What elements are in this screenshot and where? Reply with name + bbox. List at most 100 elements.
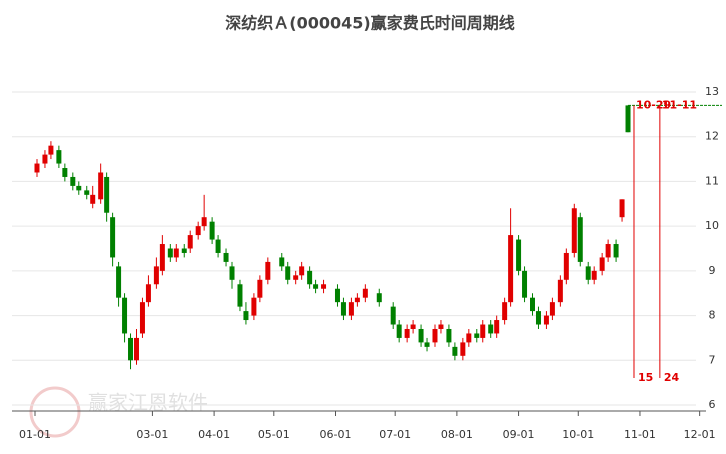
x-tick-label: 10-01 (562, 428, 594, 441)
x-tick-label: 06-01 (320, 428, 352, 441)
x-tick-label: 09-01 (503, 428, 535, 441)
y-tick-label: 8 (709, 309, 716, 322)
candle-body (502, 302, 508, 321)
candle-body (410, 324, 416, 329)
candle-body (299, 266, 305, 276)
candle-body (390, 306, 396, 325)
candle-body (396, 324, 402, 338)
candle-body (128, 337, 134, 361)
candle-body (488, 324, 494, 334)
candle-body (354, 297, 360, 303)
candle-body (516, 239, 522, 271)
cycle-count-label: 15 (638, 371, 653, 384)
candle-body (195, 226, 201, 236)
candle-body (153, 266, 159, 285)
x-tick-label: 01-01 (19, 428, 51, 441)
candle-body (619, 199, 625, 218)
candle-body (625, 105, 631, 133)
y-tick-label: 9 (709, 264, 716, 277)
cycle-date-label: 10-29 (636, 98, 671, 111)
candle-body (104, 176, 110, 213)
candle-body (159, 244, 165, 271)
x-tick-label: 11-01 (624, 428, 656, 441)
candle-body (522, 270, 528, 298)
watermark-logo (29, 386, 81, 438)
y-tick-label: 10 (705, 219, 719, 232)
cycle-count-label: 24 (664, 371, 680, 384)
candle-body (237, 284, 243, 307)
candle-body (223, 252, 229, 262)
candle-body (209, 221, 215, 240)
candle-body (265, 261, 271, 280)
x-tick-label: 03-01 (136, 428, 168, 441)
candle-body (460, 342, 466, 356)
candle-body (549, 302, 555, 316)
candle-body (285, 266, 291, 280)
candle-body (452, 346, 458, 356)
y-tick-label: 6 (709, 398, 716, 411)
candle-body (613, 244, 619, 258)
y-tick-label: 13 (705, 85, 719, 98)
candle-body (557, 279, 563, 303)
candle-body (34, 163, 40, 173)
candle-body (321, 284, 327, 289)
candle-body (480, 324, 486, 338)
x-tick-label: 08-01 (441, 428, 473, 441)
candle-body (293, 275, 299, 280)
x-tick-label: 12-01 (684, 428, 716, 441)
candle-body (605, 244, 611, 258)
cycle-date-label: 11-11 (662, 98, 697, 111)
candle-body (348, 302, 354, 316)
candle-body (404, 328, 410, 338)
candle-body (438, 324, 444, 329)
candle-body (201, 217, 207, 227)
candle-body (98, 172, 104, 200)
candle-body (446, 328, 452, 343)
candle-body (340, 302, 346, 316)
candle-body (187, 235, 193, 249)
x-tick-label: 05-01 (258, 428, 290, 441)
candle-body (577, 217, 583, 262)
candle-body (133, 337, 139, 361)
candle-body (279, 257, 285, 267)
candle-body (122, 297, 128, 334)
candle-body (215, 239, 221, 253)
candle-body (229, 266, 235, 280)
candle-body (84, 190, 90, 195)
candle-body (508, 235, 514, 303)
chart-title: 深纺织Ａ(000045)赢家费氏时间周期线 (225, 14, 514, 33)
candle-body (76, 185, 82, 191)
candle-body (90, 194, 96, 204)
candle-body (307, 270, 313, 285)
candle-body (173, 248, 179, 258)
x-tick-label: 04-01 (198, 428, 230, 441)
watermark: 赢家江恩软件 (29, 386, 208, 438)
y-tick-label: 11 (705, 174, 719, 187)
candle-body (62, 168, 68, 177)
candle-body (376, 293, 382, 303)
candle-body (257, 279, 263, 298)
x-tick-label: 07-01 (379, 428, 411, 441)
candle-body (243, 311, 249, 321)
candle-body (139, 302, 145, 334)
candle-body (599, 257, 605, 271)
candle-body (418, 328, 424, 343)
candle-body (571, 208, 577, 253)
y-tick-label: 12 (705, 130, 719, 143)
candle-body (563, 252, 569, 280)
candle-body (424, 342, 430, 347)
candle-body (116, 266, 122, 298)
candle-body (167, 248, 173, 258)
candle-body (110, 217, 116, 258)
candle-body (543, 315, 549, 325)
candle-body (591, 270, 597, 280)
candle-body (313, 284, 319, 289)
candle-body (474, 333, 480, 338)
candle-body (145, 284, 151, 303)
candle-body (535, 311, 541, 325)
candle-body (362, 288, 368, 298)
candle-body (251, 297, 257, 316)
candle-body (585, 266, 591, 280)
candle-body (181, 248, 187, 253)
